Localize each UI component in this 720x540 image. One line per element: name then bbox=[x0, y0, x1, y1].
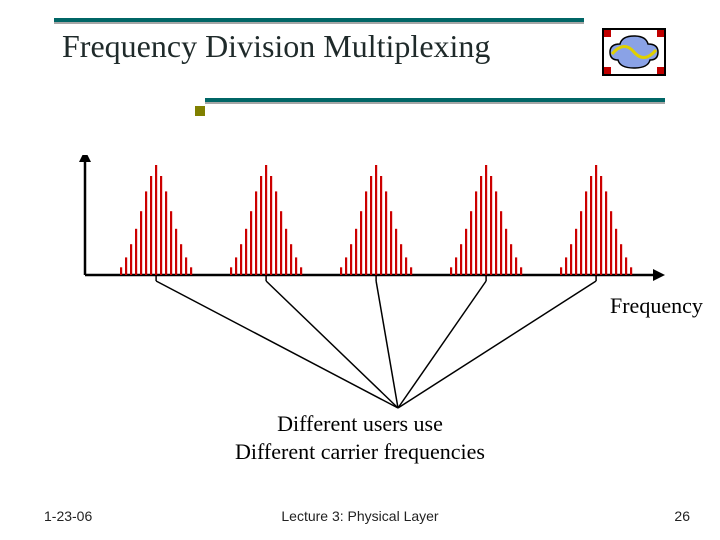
title-bullet-square bbox=[195, 106, 205, 116]
cloud-icon bbox=[604, 30, 664, 74]
title-rule-bottom bbox=[205, 98, 665, 102]
caption-line-2: Different carrier frequencies bbox=[235, 439, 485, 464]
logo-corner-tl bbox=[604, 30, 611, 37]
spectrum-chart bbox=[60, 155, 670, 295]
x-axis-label: Frequency bbox=[610, 293, 703, 319]
slide-logo bbox=[602, 28, 666, 76]
logo-corner-tr bbox=[657, 30, 664, 37]
caption-line-1: Different users use bbox=[277, 411, 443, 436]
logo-corner-br bbox=[657, 67, 664, 74]
spectrum-svg bbox=[60, 155, 670, 295]
caption-text: Different users use Different carrier fr… bbox=[0, 410, 720, 465]
footer-lecture: Lecture 3: Physical Layer bbox=[0, 508, 720, 524]
footer-page: 26 bbox=[674, 508, 690, 524]
title-rule-top bbox=[54, 18, 584, 22]
logo-corner-bl bbox=[604, 67, 611, 74]
slide-title: Frequency Division Multiplexing bbox=[62, 28, 490, 65]
